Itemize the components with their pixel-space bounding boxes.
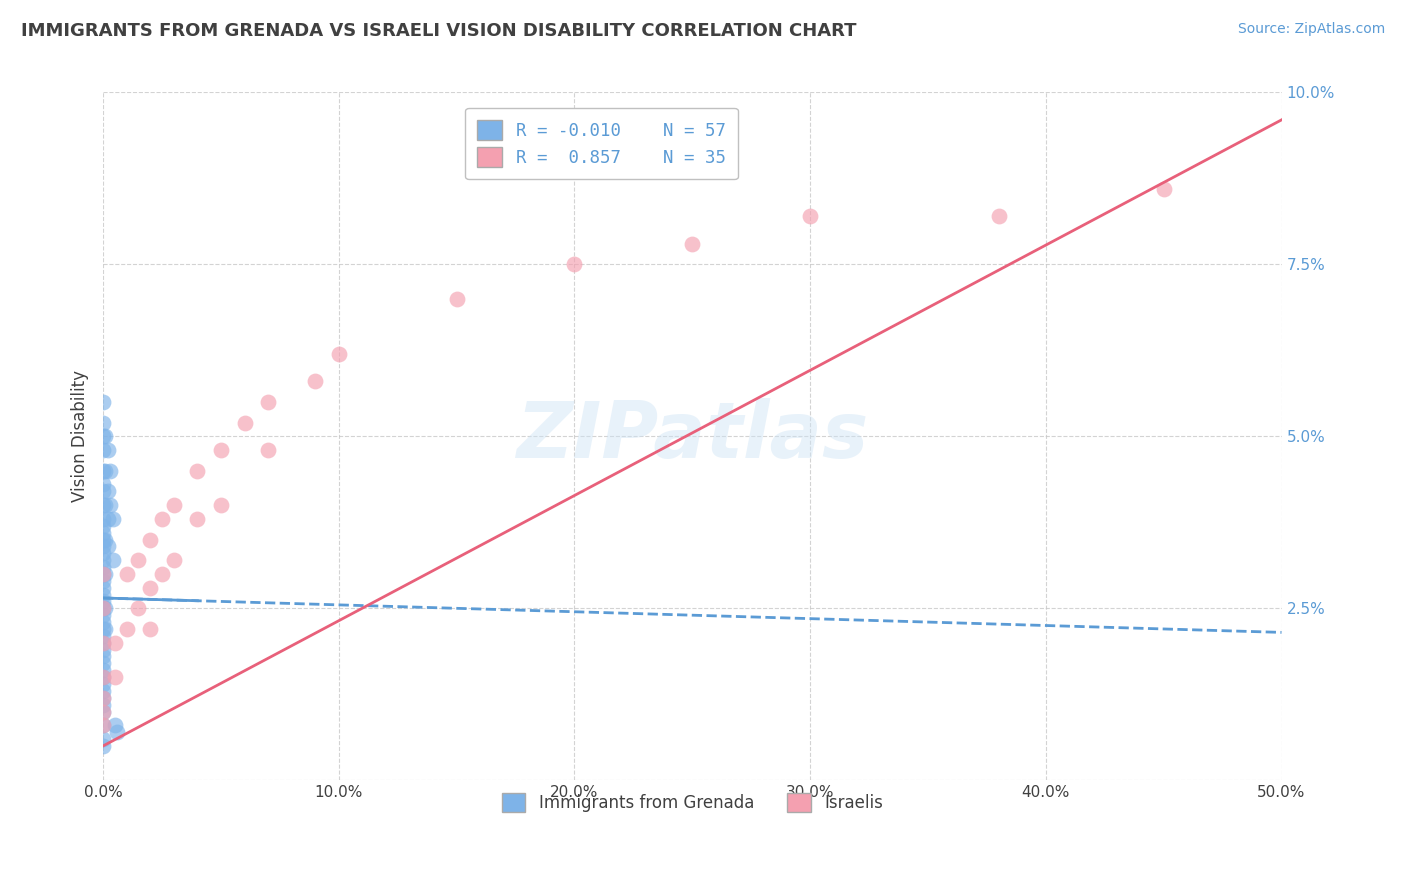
Point [91,670,114,684]
Point [91,663,114,677]
Point [91,525,114,540]
Point [98,464,121,478]
Point [91,464,114,478]
Point [97,540,120,554]
Point [91,629,114,643]
Point [91,739,114,753]
Point [101,553,124,567]
Text: Source: ZipAtlas.com: Source: ZipAtlas.com [1237,22,1385,37]
Point [94,622,117,636]
Point [139,581,162,595]
Point [94,566,117,581]
Point [91,705,114,719]
Point [163,498,186,512]
Point [115,622,138,636]
Point [91,574,114,588]
Point [91,484,114,499]
Point [799,209,821,223]
Point [94,429,117,443]
Point [91,718,114,732]
Point [139,622,162,636]
Point [91,429,114,443]
Point [150,566,173,581]
Point [91,546,114,560]
Point [91,581,114,595]
Point [91,670,114,684]
Point [91,657,114,671]
Point [94,498,117,512]
Point [186,464,208,478]
Point [91,649,114,664]
Point [233,416,256,430]
Point [91,636,114,650]
Point [91,601,114,615]
Point [304,374,326,388]
Point [91,732,114,747]
Point [94,601,117,615]
Point [91,594,114,608]
Point [681,236,703,251]
Point [127,601,149,615]
Point [91,642,114,657]
Point [127,553,149,567]
Point [257,443,280,458]
Point [91,560,114,574]
Point [91,718,114,732]
Point [564,257,586,271]
Point [91,477,114,491]
Point [186,512,208,526]
Point [257,395,280,409]
Point [91,395,114,409]
Point [91,540,114,554]
Point [91,698,114,712]
Point [91,512,114,526]
Point [91,518,114,533]
Point [91,553,114,567]
Point [105,725,128,739]
Point [91,705,114,719]
Point [104,670,127,684]
Point [1153,182,1175,196]
Point [91,601,114,615]
Point [163,553,186,567]
Point [94,464,117,478]
Point [91,588,114,602]
Point [987,209,1010,223]
Text: ZIPatlas: ZIPatlas [516,399,869,475]
Point [94,533,117,547]
Point [91,684,114,698]
Point [91,416,114,430]
Point [104,636,127,650]
Point [91,690,114,705]
Point [91,498,114,512]
Point [150,512,173,526]
Point [97,512,120,526]
Point [446,292,468,306]
Point [91,608,114,623]
Point [97,443,120,458]
Point [209,443,232,458]
Point [104,718,127,732]
Point [101,512,124,526]
Point [91,443,114,458]
Point [328,347,350,361]
Point [91,677,114,691]
Point [91,690,114,705]
Point [115,566,138,581]
Text: IMMIGRANTS FROM GRENADA VS ISRAELI VISION DISABILITY CORRELATION CHART: IMMIGRANTS FROM GRENADA VS ISRAELI VISIO… [21,22,856,40]
Point [139,533,162,547]
Point [98,498,121,512]
Point [91,566,114,581]
Y-axis label: Vision Disability: Vision Disability [72,370,89,502]
Point [91,636,114,650]
Point [91,566,114,581]
Point [91,622,114,636]
Legend: Immigrants from Grenada, Israelis: Immigrants from Grenada, Israelis [491,781,894,823]
Point [91,533,114,547]
Point [91,615,114,629]
Point [209,498,232,512]
Point [97,484,120,499]
